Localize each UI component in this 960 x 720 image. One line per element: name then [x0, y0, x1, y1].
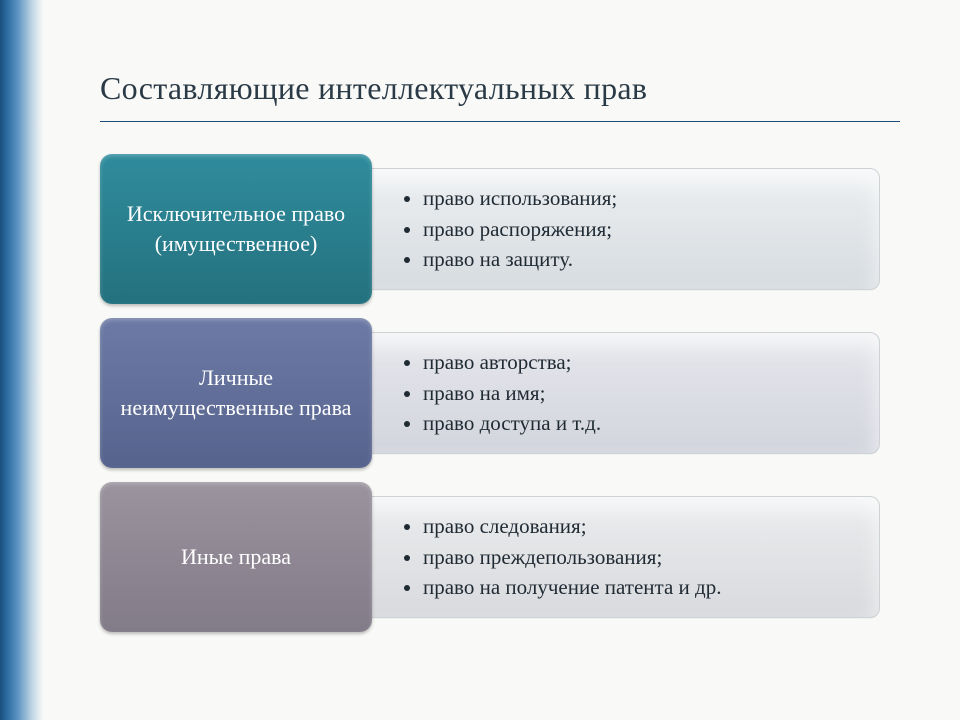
slide-content: Составляющие интеллектуальных прав право… — [100, 70, 900, 632]
row-2-label: Личные неимущественные права — [100, 318, 372, 468]
row-3-label-text: Иные права — [181, 542, 291, 572]
row-3-list: право следования; право преждепользовани… — [401, 511, 721, 602]
row-2-list: право авторства; право на имя; право дос… — [401, 347, 601, 438]
list-item: право доступа и т.д. — [423, 408, 601, 438]
list-item: право использования; — [423, 183, 617, 213]
row-1: право использования; право распоряжения;… — [100, 154, 900, 304]
slide-title: Составляющие интеллектуальных прав — [100, 70, 900, 122]
row-3-label: Иные права — [100, 482, 372, 632]
list-item: право авторства; — [423, 347, 601, 377]
sidebar-gradient — [0, 0, 44, 720]
row-1-list: право использования; право распоряжения;… — [401, 183, 617, 274]
row-3: право следования; право преждепользовани… — [100, 482, 900, 632]
list-item: право на имя; — [423, 378, 601, 408]
list-item: право преждепользования; — [423, 542, 721, 572]
row-2: право авторства; право на имя; право дос… — [100, 318, 900, 468]
list-item: право на получение патента и др. — [423, 572, 721, 602]
row-1-label-text: Исключительное право (имущественное) — [118, 199, 354, 258]
row-1-label: Исключительное право (имущественное) — [100, 154, 372, 304]
rows-container: право использования; право распоряжения;… — [100, 154, 900, 632]
list-item: право распоряжения; — [423, 214, 617, 244]
list-item: право следования; — [423, 511, 721, 541]
list-item: право на защиту. — [423, 244, 617, 274]
row-2-label-text: Личные неимущественные права — [118, 363, 354, 422]
